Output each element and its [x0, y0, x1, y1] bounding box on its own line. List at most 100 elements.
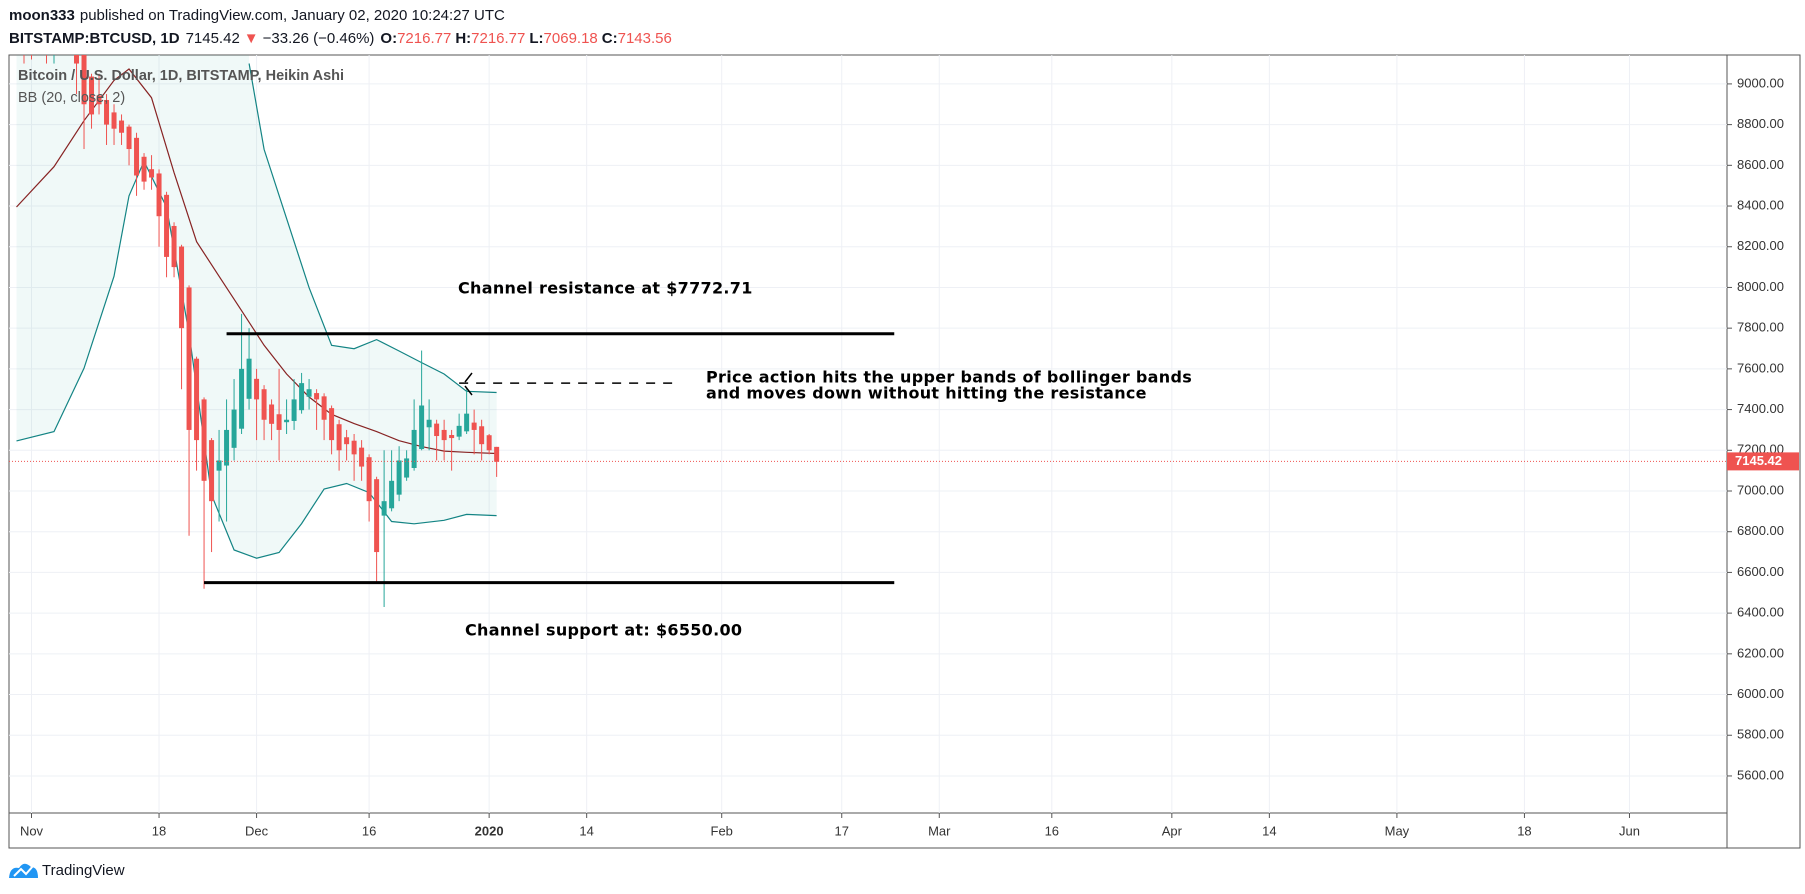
y-tick-label: 6000.00: [1737, 686, 1784, 701]
chevron: [464, 372, 473, 396]
x-tick-label: May: [1385, 823, 1410, 838]
candle-body: [314, 393, 320, 400]
candle-body: [479, 426, 485, 445]
direction: ▼: [244, 30, 259, 47]
candle-body: [494, 446, 500, 462]
candle-body: [441, 429, 447, 441]
candle-body: [171, 225, 177, 268]
x-tick-label: 2020: [475, 823, 504, 838]
candle-body: [186, 287, 192, 430]
candle-body: [134, 137, 140, 176]
x-tick-label: 14: [1262, 823, 1276, 838]
ohlc-value: 7143.56: [618, 30, 672, 47]
candle-body: [149, 169, 155, 178]
ohlc-value: 7069.18: [544, 30, 598, 47]
candle-body: [449, 435, 455, 439]
candle-body: [201, 399, 207, 481]
candle-body: [419, 405, 425, 450]
brand: TradingView: [42, 862, 125, 879]
candle-body: [426, 419, 432, 428]
candle-body: [321, 396, 327, 420]
ohlc-label: O:: [380, 30, 397, 47]
x-tick-label: Mar: [928, 823, 951, 838]
annotation: and moves down without hitting the resis…: [706, 384, 1147, 403]
candle-body: [411, 429, 417, 468]
y-tick-label: 8000.00: [1737, 279, 1784, 294]
y-tick-label: 6600.00: [1737, 564, 1784, 579]
x-tick-label: Jun: [1619, 823, 1640, 838]
x-tick-label: 18: [1517, 823, 1531, 838]
candle-body: [486, 435, 492, 451]
header-line: moon333 published on TradingView.com, Jan…: [9, 7, 505, 24]
candle-body: [434, 423, 440, 437]
price-label-box: [1727, 452, 1799, 471]
candle-body: [224, 429, 230, 466]
y-tick-label: 5800.00: [1737, 727, 1784, 742]
candle-body: [374, 479, 380, 553]
price-label: 7145.42: [1735, 453, 1782, 468]
annotation: Channel support at: $6550.00: [465, 621, 742, 640]
ohlc-label: H:: [455, 30, 471, 47]
ohlc-label: C:: [602, 30, 618, 47]
candle-body: [351, 440, 357, 455]
candle-body: [269, 404, 275, 424]
x-tick-label: 14: [579, 823, 593, 838]
candle-body: [96, 95, 102, 105]
candle-body: [359, 447, 365, 467]
candle-body: [306, 389, 312, 397]
candle-body: [74, 55, 80, 64]
candle-body: [89, 76, 95, 115]
change: −33.26 (−0.46%): [263, 30, 375, 47]
band-line: [248, 63, 497, 394]
candle-body: [291, 399, 297, 421]
candle-body: [119, 120, 125, 133]
ohlc-label: L:: [529, 30, 543, 47]
candle-body: [239, 368, 245, 429]
candle-body: [179, 246, 185, 329]
plot: [9, 55, 1727, 608]
candle-body: [194, 358, 200, 441]
candle-body: [81, 55, 87, 105]
y-tick-label: 8400.00: [1737, 197, 1784, 212]
y-tick-label: 7000.00: [1737, 482, 1784, 497]
candle-body: [329, 408, 335, 441]
y-tick-label: 8200.00: [1737, 238, 1784, 253]
y-tick-label: 7400.00: [1737, 401, 1784, 416]
candle-body: [231, 409, 237, 448]
x-tick-label: Nov: [20, 823, 44, 838]
candle-body: [389, 480, 395, 509]
candle-body: [216, 460, 222, 471]
x-tick-label: 18: [152, 823, 166, 838]
x-tick-label: 17: [835, 823, 849, 838]
candle-body: [299, 383, 305, 411]
candle-body: [344, 437, 350, 445]
last-price: 7145.42: [186, 30, 240, 47]
published: published on TradingView.com, January 02…: [80, 7, 505, 24]
symbol: BITSTAMP:BTCUSD, 1D: [9, 30, 180, 47]
candle-body: [261, 389, 267, 420]
x-tick-label: Dec: [245, 823, 269, 838]
y-tick-label: 7800.00: [1737, 320, 1784, 335]
candle-body: [276, 414, 282, 430]
axes: 5600.00 5800.00 6000.00 6200.00 6400.00 6600.…: [20, 75, 1799, 838]
candle-body: [164, 194, 170, 257]
y-tick-label: 6400.00: [1737, 605, 1784, 620]
x-tick-label: Apr: [1162, 823, 1183, 838]
candle-body: [254, 378, 260, 400]
annotation: Price action hits the upper bands of bol…: [706, 368, 1192, 387]
ohlc-value: 7216.77: [471, 30, 525, 47]
candle-body: [464, 413, 470, 432]
indicator-label: BB (20, close, 2): [18, 90, 125, 106]
x-tick-label: 16: [362, 823, 376, 838]
y-tick-label: 6200.00: [1737, 645, 1784, 660]
chart-frame: [8, 54, 1801, 849]
y-tick-label: 8800.00: [1737, 116, 1784, 131]
candle-body: [471, 422, 477, 430]
ohlc-value: 7216.77: [397, 30, 451, 47]
candle-body: [126, 126, 132, 150]
candle-body: [404, 458, 410, 478]
x-tick-label: 16: [1045, 823, 1059, 838]
candle-body: [456, 425, 462, 437]
